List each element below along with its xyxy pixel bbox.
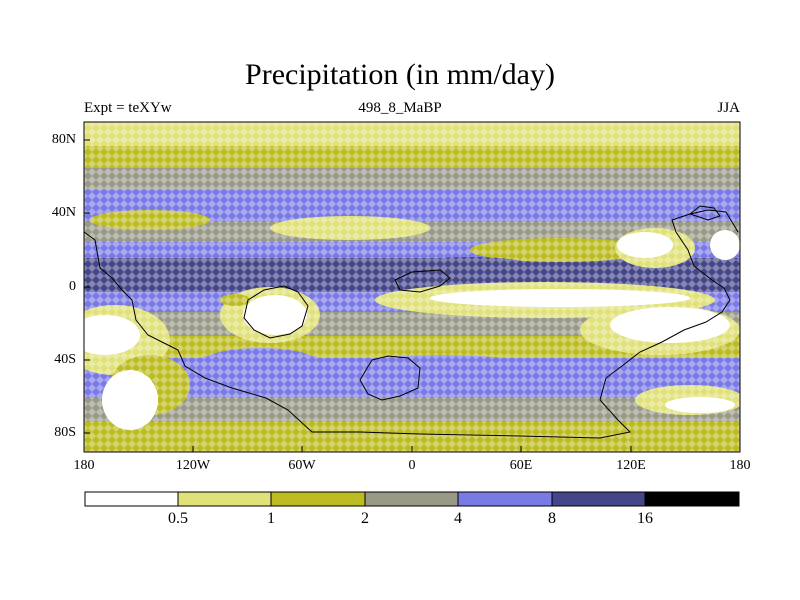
- colorbar-swatch: [84, 491, 179, 507]
- chart-title: Precipitation (in mm/day): [245, 58, 555, 91]
- colorbar: [84, 491, 740, 507]
- lon-label-120w: 120W: [175, 458, 211, 473]
- colorbar-label: 1: [267, 510, 275, 527]
- colorbar-label: 16: [637, 510, 653, 527]
- time-label: 498_8_MaBP: [358, 100, 442, 116]
- lon-label-60w: 60W: [288, 458, 316, 473]
- experiment-label: Expt = teXYw: [84, 100, 172, 116]
- colorbar-label: 0.5: [168, 510, 188, 527]
- colorbar-swatch: [364, 491, 459, 507]
- lon-label-60e: 60E: [509, 458, 533, 473]
- lon-label-180e: 180: [729, 458, 751, 473]
- precip-field: [84, 122, 740, 452]
- colorbar-label: 4: [454, 510, 462, 527]
- season-label: JJA: [717, 100, 740, 116]
- lat-label-80n: 80N: [51, 132, 76, 147]
- colorbar-swatch: [457, 491, 553, 507]
- colorbar-label: 2: [361, 510, 369, 527]
- lat-label-40n: 40N: [51, 205, 76, 220]
- lon-label-0: 0: [408, 458, 416, 473]
- lat-label-0: 0: [69, 279, 76, 294]
- colorbar-swatch: [177, 491, 272, 507]
- lat-label-40s: 40S: [54, 352, 76, 367]
- colorbar-swatch: [644, 491, 740, 507]
- colorbar-label: 8: [548, 510, 556, 527]
- colorbar-swatch: [270, 491, 366, 507]
- lat-label-80s: 80S: [54, 425, 76, 440]
- colorbar-swatch: [551, 491, 646, 507]
- axis-ticks: [83, 139, 741, 452]
- lon-label-120e: 120E: [616, 458, 646, 473]
- lon-label-180w: 180: [73, 458, 95, 473]
